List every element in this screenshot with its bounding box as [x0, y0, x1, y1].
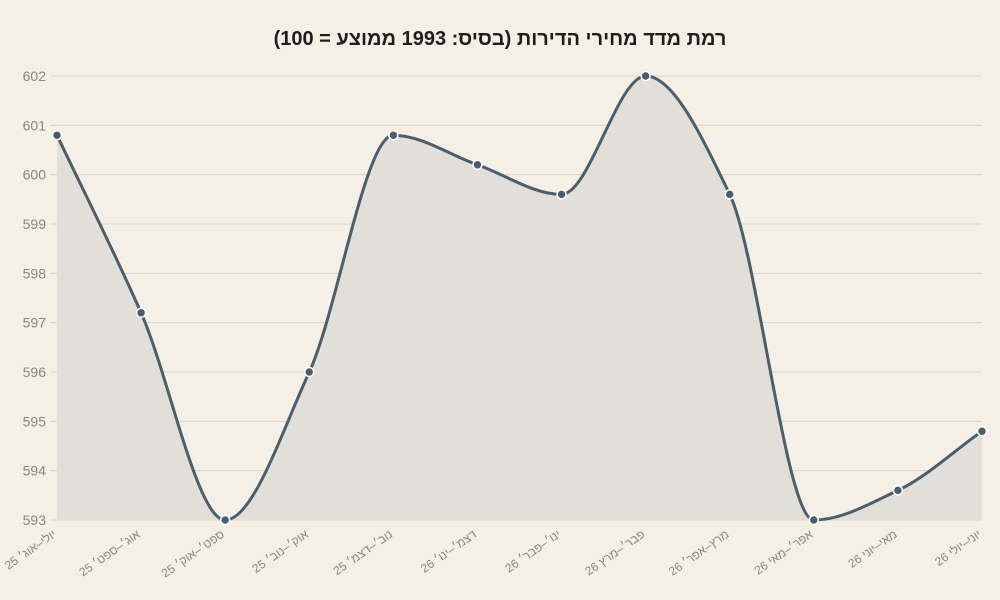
y-tick-label: 601 [23, 117, 47, 133]
x-tick-label: אפר׳–מאי 26 [752, 527, 816, 578]
chart-title: רמת מדד מחירי הדירות (בסיס: 1993 ממוצע =… [273, 28, 727, 50]
x-tick-label: אוג׳–ספט׳ 25 [76, 527, 143, 580]
y-tick-label: 594 [23, 463, 47, 479]
data-point [472, 159, 483, 171]
data-points [51, 70, 988, 526]
data-point [640, 70, 651, 82]
x-tick-label: מאי–יוני 26 [845, 527, 899, 571]
y-tick-label: 598 [23, 265, 47, 281]
y-tick-label: 600 [23, 167, 47, 183]
x-tick-label: פבר׳–מרץ 26 [582, 527, 647, 578]
x-axis-ticks: יולי–אוג׳ 25 אוג׳–ספט׳ 25 ספט׳–אוק׳ 25 אוק׳… [2, 527, 984, 581]
data-point [135, 307, 147, 319]
x-tick-label: יוני–יולי 26 [932, 527, 984, 569]
y-axis-ticks: 593 594 595 596 597 598 599 600 601 602 [23, 68, 47, 528]
data-point [219, 514, 231, 526]
data-point [892, 485, 904, 496]
x-tick-label: נוב׳–דצמ׳ 25 [331, 527, 396, 578]
y-tick-label: 593 [23, 512, 47, 528]
data-point [724, 189, 735, 200]
x-tick-label: אוק׳–נוב׳ 25 [249, 527, 311, 576]
data-point [304, 366, 315, 378]
data-point [51, 129, 63, 141]
y-tick-label: 599 [23, 216, 47, 232]
data-point [808, 514, 820, 526]
series-line [55, 74, 983, 522]
x-tick-label: ינו׳–פבר׳ 26 [502, 527, 563, 575]
y-tick-label: 595 [23, 413, 47, 429]
data-point [976, 425, 988, 437]
x-tick-label: ספט׳–אוק׳ 25 [159, 527, 227, 581]
x-tick-label: דצמ׳–ינו׳ 26 [418, 527, 480, 576]
x-tick-label: יולי–אוג׳ 25 [2, 527, 59, 573]
y-tick-label: 596 [23, 364, 47, 380]
y-tick-label: 597 [23, 315, 47, 331]
y-tick-label: 602 [23, 68, 47, 84]
area-fill [57, 76, 982, 520]
data-point [556, 189, 567, 200]
data-point [388, 129, 399, 141]
x-tick-label: מרץ–אפר׳ 26 [666, 527, 731, 579]
